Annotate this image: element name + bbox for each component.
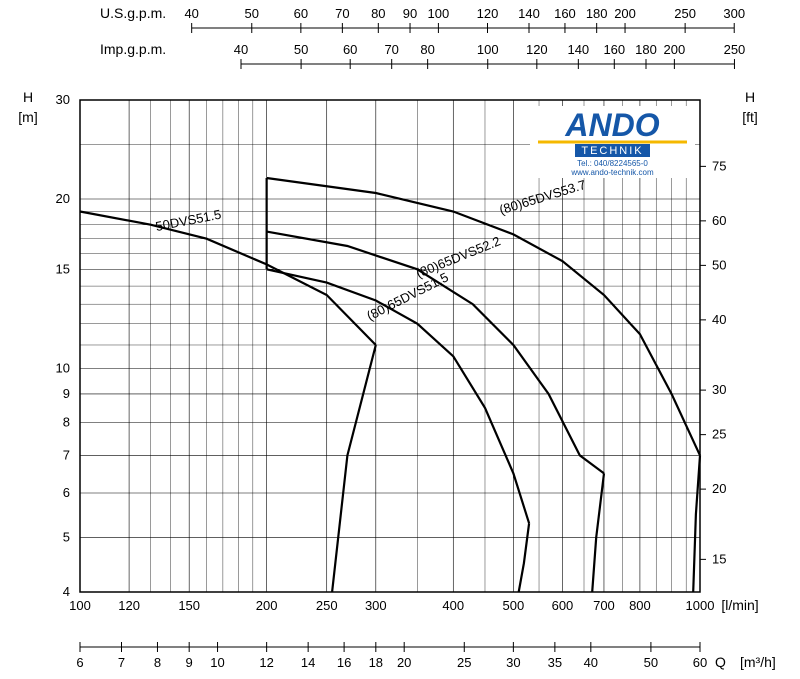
xtick-impgpm: 50: [294, 42, 308, 57]
xtick-usgpm: 70: [335, 6, 349, 21]
curve-label: 50DVS51.5: [154, 207, 222, 234]
y-label-h-right: H: [745, 89, 755, 105]
ytick-ft: 50: [712, 257, 726, 272]
xtick-m3h: 18: [369, 655, 383, 670]
curve-tail-(80)65DVS52.2: [592, 473, 604, 592]
xtick-lmin: 400: [442, 598, 464, 613]
xtick-lmin: 300: [365, 598, 387, 613]
xtick-usgpm: 90: [403, 6, 417, 21]
y-label-h-left: H: [23, 89, 33, 105]
xtick-impgpm: 40: [234, 42, 248, 57]
ytick-ft: 75: [712, 158, 726, 173]
xtick-impgpm: 80: [420, 42, 434, 57]
label-impgpm: Imp.g.p.m.: [100, 41, 166, 57]
logo-sub-text: TECHNIK: [581, 145, 643, 157]
xtick-usgpm: 140: [518, 6, 540, 21]
xtick-m3h: 20: [397, 655, 411, 670]
ytick-ft: 15: [712, 551, 726, 566]
logo-line1: Tel.: 040/8224565-0: [577, 159, 648, 168]
y-unit-ft: [ft]: [742, 109, 758, 125]
curve-label: (80)65DVS51.5: [364, 269, 451, 323]
ytick-m: 10: [56, 360, 70, 375]
curve-(80)65DVS53.7: [267, 178, 700, 455]
xtick-impgpm: 70: [384, 42, 398, 57]
xtick-lmin: 250: [316, 598, 338, 613]
xtick-m3h: 35: [548, 655, 562, 670]
logo-main-text: ANDO: [564, 107, 659, 143]
ytick-m: 6: [63, 485, 70, 500]
xtick-usgpm: 250: [674, 6, 696, 21]
xtick-lmin: 800: [629, 598, 651, 613]
ytick-m: 15: [56, 261, 70, 276]
xtick-m3h: 30: [506, 655, 520, 670]
xtick-impgpm: 120: [526, 42, 548, 57]
x-label-q: Q: [715, 654, 726, 670]
ytick-m: 4: [63, 584, 70, 599]
xtick-usgpm: 60: [294, 6, 308, 21]
xtick-usgpm: 40: [184, 6, 198, 21]
xtick-usgpm: 180: [586, 6, 608, 21]
curve-tail-(80)65DVS51.5: [519, 523, 529, 592]
ytick-ft: 20: [712, 481, 726, 496]
x-unit-m3h: [m³/h]: [740, 654, 776, 670]
xtick-lmin: 1000: [686, 598, 715, 613]
label-usgpm: U.S.g.p.m.: [100, 5, 166, 21]
xtick-usgpm: 50: [245, 6, 259, 21]
ytick-m: 5: [63, 530, 70, 545]
curve-tail-50DVS51.5: [332, 345, 376, 592]
ytick-ft: 40: [712, 312, 726, 327]
xtick-m3h: 60: [693, 655, 707, 670]
ytick-ft: 60: [712, 213, 726, 228]
xtick-m3h: 16: [337, 655, 351, 670]
xtick-m3h: 6: [76, 655, 83, 670]
xtick-usgpm: 80: [371, 6, 385, 21]
curve-tail-(80)65DVS53.7: [693, 455, 700, 592]
x-unit-lmin: [l/min]: [721, 597, 758, 613]
xtick-lmin: 600: [552, 598, 574, 613]
xtick-usgpm: 200: [614, 6, 636, 21]
xtick-lmin: 200: [256, 598, 278, 613]
xtick-m3h: 9: [186, 655, 193, 670]
xtick-m3h: 10: [210, 655, 224, 670]
xtick-m3h: 50: [644, 655, 658, 670]
xtick-m3h: 12: [259, 655, 273, 670]
xtick-impgpm: 160: [603, 42, 625, 57]
xtick-lmin: 120: [118, 598, 140, 613]
curve-50DVS51.5: [80, 212, 376, 346]
xtick-m3h: 40: [584, 655, 598, 670]
pump-curve-chart: 100 120 150 200 250 300 400 500 600 700 800 1000 [l/…: [0, 0, 800, 679]
ytick-m: 30: [56, 92, 70, 107]
xtick-impgpm: 250: [724, 42, 746, 57]
xtick-impgpm: 100: [477, 42, 499, 57]
xtick-lmin: 500: [503, 598, 525, 613]
xtick-m3h: 14: [301, 655, 315, 670]
xtick-m3h: 25: [457, 655, 471, 670]
xtick-m3h: 8: [154, 655, 161, 670]
xtick-impgpm: 200: [664, 42, 686, 57]
xtick-lmin: 150: [178, 598, 200, 613]
xtick-usgpm: 160: [554, 6, 576, 21]
ytick-ft: 30: [712, 382, 726, 397]
logo: ANDO TECHNIK Tel.: 040/8224565-0www.ando-t…: [530, 106, 695, 178]
ytick-m: 8: [63, 415, 70, 430]
xtick-impgpm: 60: [343, 42, 357, 57]
ytick-m: 9: [63, 386, 70, 401]
xtick-m3h: 7: [118, 655, 125, 670]
curve-label: (80)65DVS52.2: [414, 233, 503, 280]
xtick-usgpm: 300: [723, 6, 745, 21]
ytick-m: 20: [56, 191, 70, 206]
xtick-usgpm: 120: [477, 6, 499, 21]
y-unit-m: [m]: [18, 109, 37, 125]
ytick-m: 7: [63, 447, 70, 462]
xtick-impgpm: 140: [567, 42, 589, 57]
ytick-ft: 25: [712, 427, 726, 442]
xtick-impgpm: 180: [635, 42, 657, 57]
xtick-lmin: 700: [593, 598, 615, 613]
xtick-usgpm: 100: [428, 6, 450, 21]
xtick-lmin: 100: [69, 598, 91, 613]
logo-line2: www.ando-technik.com: [570, 168, 654, 177]
